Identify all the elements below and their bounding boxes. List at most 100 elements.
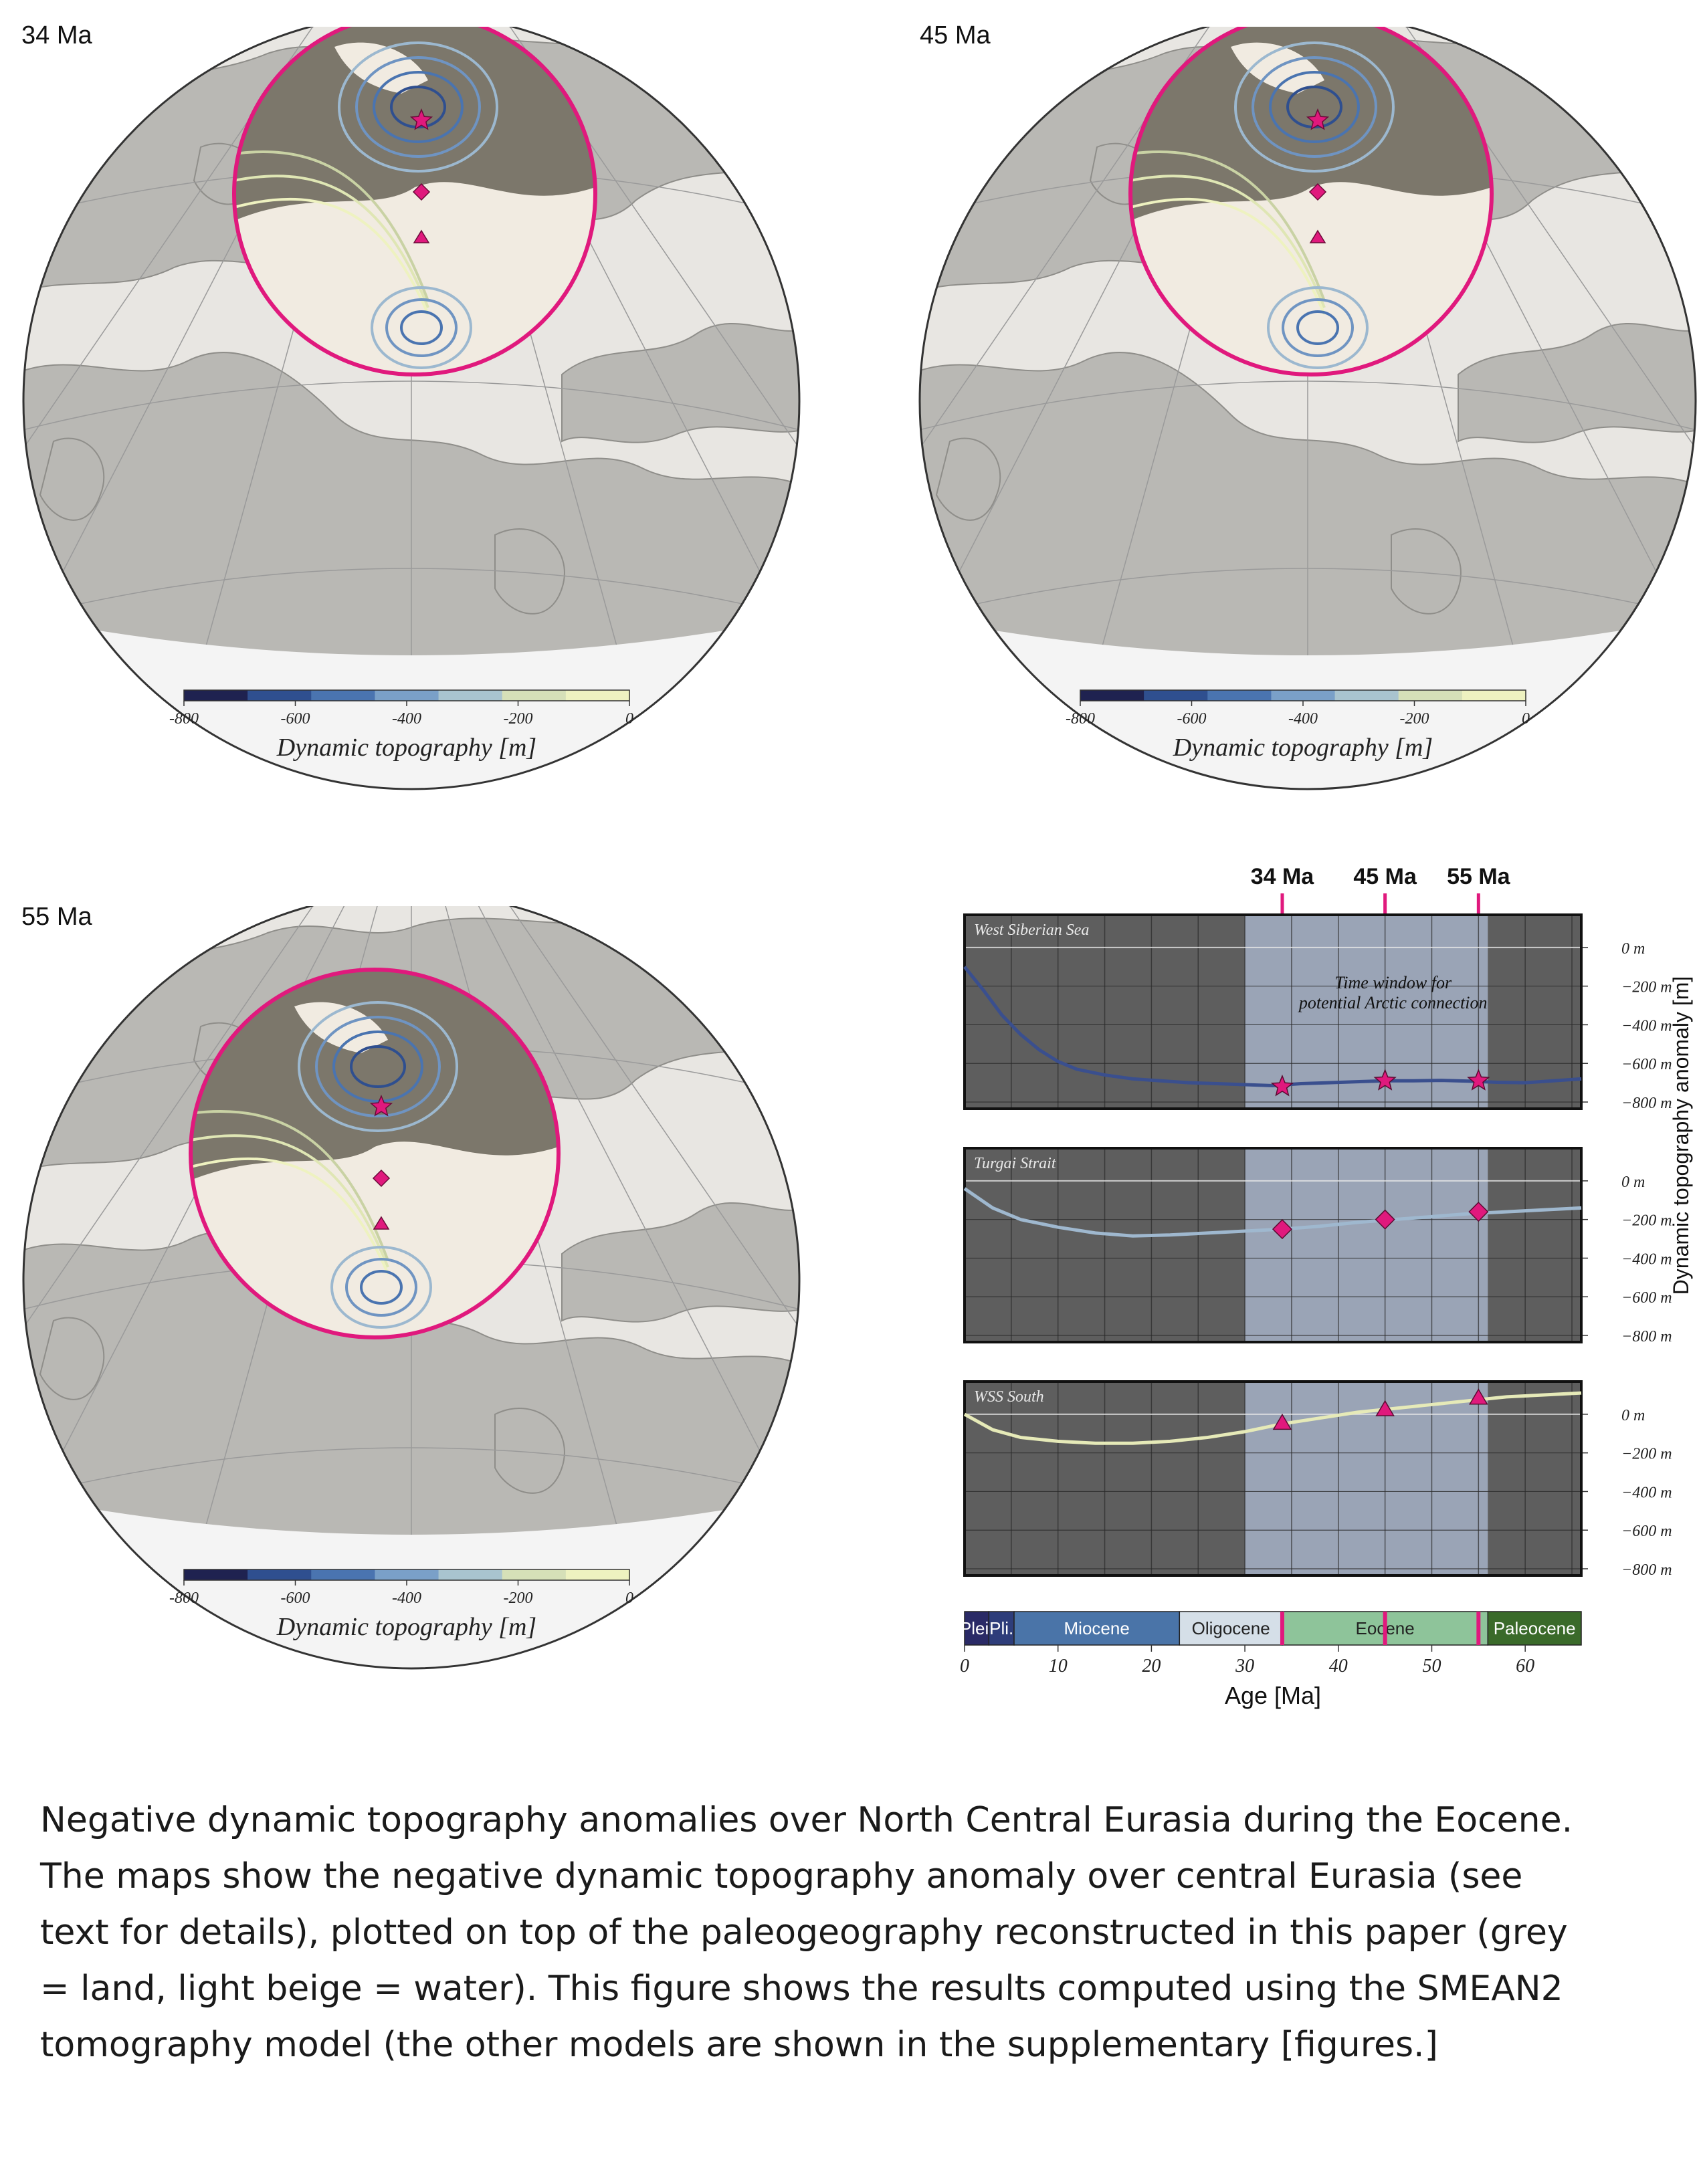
star-marker — [369, 1095, 393, 1117]
land-mass — [39, 1317, 105, 1400]
land-mass — [935, 437, 1001, 521]
contour-line — [373, 71, 464, 143]
diamond-marker — [372, 1169, 391, 1188]
x-axis-label: Age [Ma] — [1225, 1682, 1321, 1709]
triangle-marker — [413, 229, 430, 243]
timescale-label: Oligocene — [1192, 1618, 1270, 1638]
triangle-marker — [1309, 229, 1326, 243]
map-55ma: -800 -600 -400 -200 0 Dynamic topography [m] — [22, 906, 801, 1670]
inset-ring — [1128, 27, 1494, 376]
colorbar-tick-label: -400 — [392, 1590, 421, 1607]
y-tick-label: −400 m — [1621, 1250, 1672, 1268]
y-tick-label: −800 m — [1621, 1561, 1672, 1579]
colorbar-segment — [1334, 690, 1399, 701]
contour-line — [191, 1157, 389, 1275]
top-age-marker-label: 45 Ma — [1353, 864, 1417, 889]
colorbar-tick-label: -400 — [392, 710, 421, 728]
parallel-line — [23, 568, 799, 629]
colorbar-segment — [1080, 690, 1145, 701]
y-tick-label: −400 m — [1621, 1017, 1672, 1034]
map-label-34ma: 34 Ma — [21, 21, 92, 49]
colorbar-segment — [565, 690, 630, 701]
y-tick-label: −400 m — [1621, 1484, 1672, 1501]
colorbar-tick-label: -200 — [504, 710, 533, 728]
colorbar-segment — [1144, 690, 1209, 701]
contour-line — [1282, 298, 1354, 357]
colorbar-segment — [438, 1569, 503, 1580]
colorbar-segment — [502, 690, 567, 701]
colorbar-segment — [565, 1569, 630, 1580]
land-mass — [494, 528, 565, 615]
top-age-marker-label: 55 Ma — [1447, 864, 1511, 889]
parallel-line — [23, 380, 799, 442]
colorbar-label: Dynamic topography [m] — [276, 734, 536, 762]
dynamic-topography-chart: 34 Ma 45 Ma 55 Ma 0 m −200 m −400 m −600 m −800… — [960, 864, 1693, 1709]
contour-line — [400, 310, 443, 345]
colorbar-tick-label: -200 — [1400, 710, 1429, 728]
contour-line — [1267, 286, 1369, 369]
star-point — [1467, 1069, 1490, 1091]
time-window — [1245, 1148, 1488, 1342]
diamond-marker — [412, 183, 431, 201]
contour-line — [355, 56, 481, 158]
colorbar-tick-label: 0 — [1522, 710, 1530, 728]
contour-line — [298, 1001, 458, 1132]
map-label-45ma: 45 Ma — [920, 21, 991, 49]
colorbar-label: Dynamic topography [m] — [1173, 734, 1433, 762]
y-tick-label: −600 m — [1621, 1523, 1672, 1540]
contour-line — [371, 286, 472, 369]
top-age-marker-label: 34 Ma — [1251, 864, 1315, 889]
timescale-segment — [988, 1611, 1015, 1646]
subplot-frame — [963, 913, 1583, 1110]
contour-line — [332, 1030, 423, 1103]
land-mass — [494, 1408, 565, 1494]
figure-caption: Negative dynamic topography anomalies ov… — [40, 1800, 1573, 2065]
subplot-title: West Siberian Sea — [974, 921, 1089, 939]
diamond-point — [1468, 1202, 1489, 1222]
subplot-frame — [963, 1380, 1583, 1577]
timescale-label: Plei. — [960, 1618, 994, 1638]
inset-ring — [189, 968, 561, 1339]
triangle-point — [1469, 1388, 1488, 1405]
y-tick-label: −600 m — [1621, 1289, 1672, 1307]
colorbar-segment — [311, 1569, 376, 1580]
parallel-line — [920, 380, 1696, 442]
contour-line — [360, 1270, 403, 1305]
contour-line — [1252, 56, 1377, 158]
timescale-label: Pli. — [989, 1618, 1013, 1638]
colorbar-segment — [1271, 690, 1336, 701]
meridian-line — [464, 906, 799, 1668]
colorbar-segment — [438, 690, 503, 701]
anomaly-inset — [234, 27, 595, 374]
triangle-marker — [373, 1216, 390, 1230]
contour-line — [234, 197, 429, 315]
contour-line — [191, 1109, 389, 1261]
contour-line — [315, 1016, 441, 1117]
window-text: Time window for — [1334, 973, 1452, 992]
subplot-title: Turgai Strait — [974, 1155, 1057, 1172]
x-tick-label: 50 — [1422, 1656, 1441, 1676]
parallel-line — [920, 568, 1696, 629]
contour-line — [1234, 41, 1395, 173]
star-marker — [1306, 108, 1330, 130]
anomaly-inset — [191, 970, 559, 1337]
globe-outline — [22, 27, 801, 790]
colorbar-segment — [375, 1569, 439, 1580]
colorbar-segment — [247, 690, 312, 701]
map-45ma: -800 -600 -400 -200 0 Dynamic topography [m] — [918, 27, 1697, 790]
star-marker — [409, 108, 433, 130]
x-tick-label: 10 — [1049, 1656, 1068, 1676]
colorbar-segment — [247, 1569, 312, 1580]
y-tick-label: −200 m — [1621, 1446, 1672, 1463]
parallel-line — [23, 1447, 799, 1509]
colorbar-segment — [311, 690, 376, 701]
globe-outline — [918, 27, 1697, 790]
subplot-title: WSS South — [974, 1388, 1044, 1406]
timescale-segment — [1487, 1611, 1582, 1646]
triangle-point — [1272, 1413, 1292, 1430]
x-tick-label: 20 — [1142, 1656, 1161, 1676]
map-34ma: -800 -600 -400 -200 0 Dynamic topography [m] — [22, 27, 801, 790]
y-tick-label: −200 m — [1621, 979, 1672, 996]
star-point — [1270, 1074, 1294, 1097]
colorbar-segment — [1462, 690, 1526, 701]
